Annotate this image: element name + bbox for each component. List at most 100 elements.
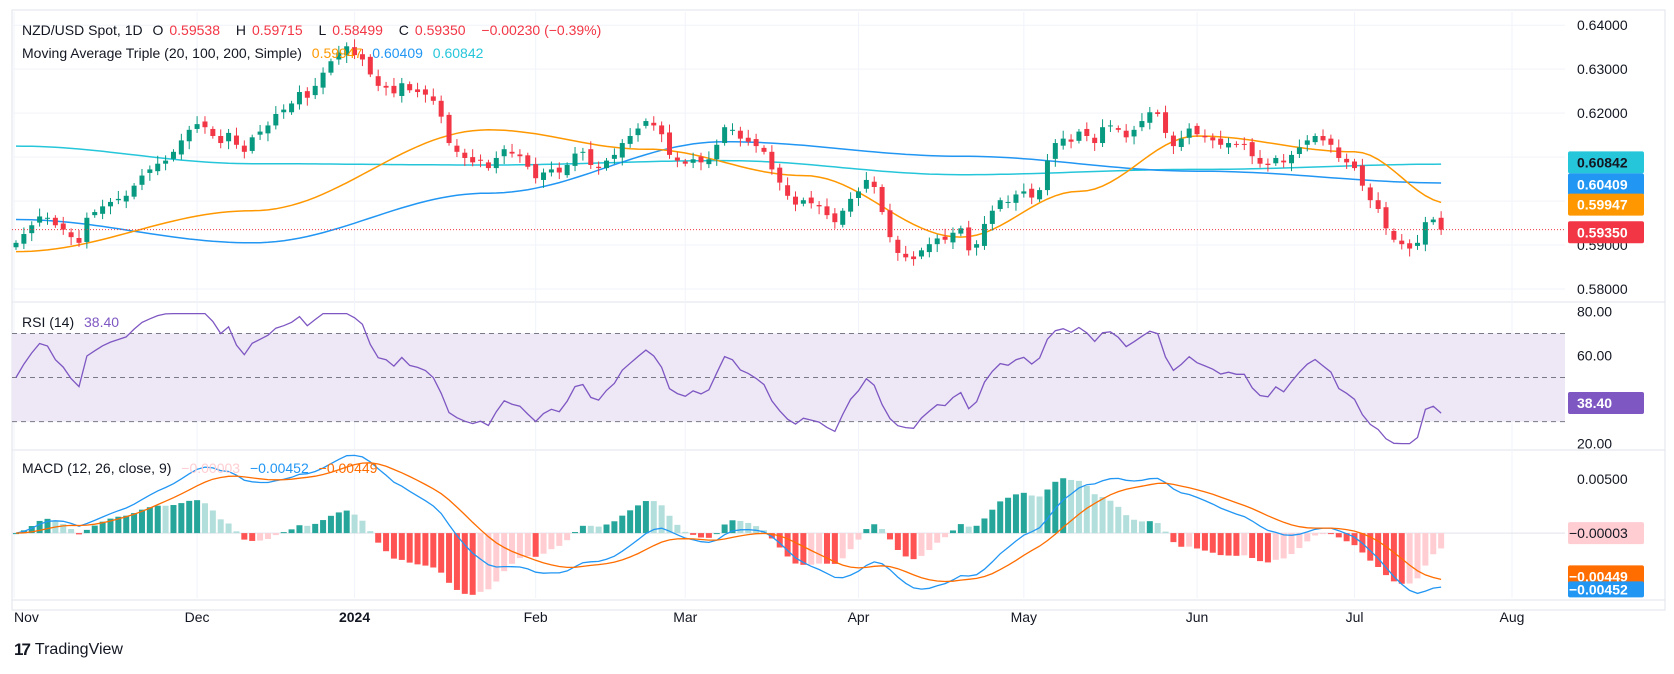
candle-body [1257,157,1263,164]
macd-histogram-bar [1241,533,1248,556]
macd-histogram-bar [981,518,988,534]
candle-body [1407,243,1413,249]
macd-histogram-bar [1288,533,1295,555]
candle-body [777,167,783,183]
macd-histogram-bar [768,533,775,539]
candle-body [1060,138,1066,146]
macd-histogram-bar [1154,523,1161,534]
symbol-label[interactable]: NZD/USD Spot, 1D [22,22,143,38]
candle-body [194,124,200,129]
candle-body [1422,222,1428,245]
candle-body [934,238,940,245]
macd-histogram-bar [611,521,618,534]
close-value: 0.59350 [414,22,466,38]
candle-body [997,200,1003,209]
macd-histogram-bar [619,515,626,534]
macd-histogram-bar [1272,533,1279,560]
macd-histogram-bar [1138,521,1145,534]
macd-line-value: −0.00452 [249,460,309,476]
rsi-label[interactable]: RSI (14) [22,314,75,330]
candle-body [667,132,673,155]
macd-histogram-bar [1320,533,1327,535]
chart-frame [11,9,1666,611]
macd-histogram-bar [1178,533,1185,547]
candle-body [1352,161,1358,169]
ma200-line [15,145,1442,176]
candle-body [430,96,436,101]
macd-histogram-bar [997,501,1004,534]
ma100-price-tag [1568,173,1644,196]
macd-line-tag [1568,581,1644,598]
macd-histogram-bar [1312,533,1319,536]
candle-body [635,128,641,136]
macd-histogram-bar [556,533,563,546]
macd-histogram-bar [201,503,208,534]
macd-histogram-bar [359,520,366,534]
macd-histogram-bar [123,515,130,534]
macd-histogram-bar [1068,479,1075,534]
high-value: 0.59715 [252,22,303,38]
candle-body [1013,194,1019,203]
candle-body [1210,137,1216,141]
macd-histogram-bar [713,533,720,535]
macd-histogram-bar [233,531,240,534]
candle-body [1415,242,1421,246]
macd-histogram-bar [91,525,98,534]
macd-line-tag-label: −0.00452 [1569,581,1628,597]
candle-body [698,156,704,163]
candle-body [1131,129,1137,137]
macd-histogram-bar [194,500,201,534]
ma-legend: Moving Average Triple (20, 100, 200, Sim… [22,45,489,61]
macd-histogram-bar [1146,521,1153,534]
macd-histogram-bar [1005,497,1012,534]
macd-line [15,454,1442,595]
ma-label[interactable]: Moving Average Triple (20, 100, 200, Sim… [22,45,302,61]
macd-histogram-bar [705,533,712,538]
macd-histogram-bar [1327,533,1334,535]
candle-body [131,185,137,197]
candle-body [1344,158,1350,163]
macd-tick-label: 0.00500 [1577,471,1628,487]
macd-histogram-bar [721,524,728,534]
macd-histogram-bar [406,533,413,563]
candle-body [470,157,476,163]
candle-body [84,217,90,242]
candle-body [100,206,106,214]
macd-histogram-bar [965,526,972,534]
macd-histogram-bar [367,531,374,534]
candle-body [564,165,570,176]
macd-histogram-bar [1422,533,1429,566]
macd-histogram-bar [1012,494,1019,534]
macd-histogram-bar [949,530,956,534]
price-tick-label: 0.64000 [1577,17,1628,33]
macd-histogram-bar [170,505,177,534]
macd-histogram-bar [910,533,917,560]
macd-histogram-bar [375,533,382,543]
candle-body [422,89,428,95]
macd-legend: MACD (12, 26, close, 9) −0.00003 −0.0045… [22,460,383,476]
low-value: 0.58499 [332,22,383,38]
macd-signal-line [15,462,1442,583]
macd-histogram-bar [753,526,760,534]
macd-histogram-bar [335,512,342,534]
macd-histogram-bar [1123,515,1130,534]
candle-body [241,145,247,152]
candle-body [619,143,625,158]
candle-body [517,154,523,157]
candle-body [1218,138,1224,145]
macd-histogram-bar [1257,533,1264,562]
open-value: 0.59538 [169,22,220,38]
candle-body [1107,125,1113,127]
candle-body [391,85,397,94]
brand-name[interactable]: TradingView [34,641,123,658]
candle-body [163,160,169,164]
macd-histogram-bar [698,533,705,538]
macd-histogram-bar [1075,480,1082,534]
macd-label[interactable]: MACD (12, 26, close, 9) [22,460,172,476]
candle-body [1052,143,1058,159]
candle-body [525,155,531,167]
macd-histogram-bar [1406,533,1413,584]
price-tick-label: 0.63000 [1577,61,1628,77]
ma100-line [15,140,1442,244]
